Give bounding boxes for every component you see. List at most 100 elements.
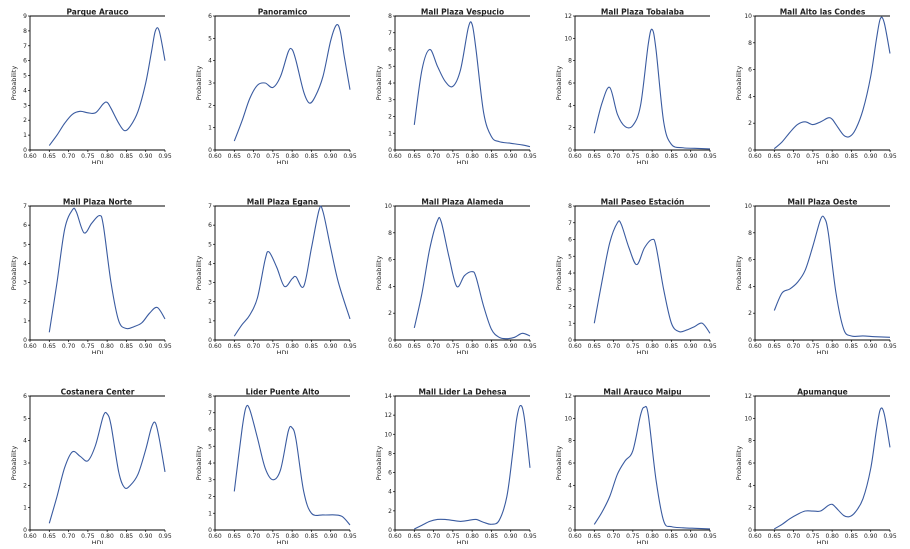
x-tick-label: 0.85: [665, 153, 679, 160]
x-tick-label: 0.85: [845, 343, 859, 350]
y-tick-label: 0: [388, 147, 392, 154]
x-tick-label: 0.65: [768, 343, 782, 350]
chart-title: Lider Puente Alto: [246, 388, 320, 397]
y-tick-label: 10: [564, 35, 572, 42]
density-curve: [413, 216, 531, 340]
x-tick-label: 0.70: [62, 343, 76, 350]
y-tick-label: 2: [23, 482, 27, 489]
y-tick-label: 6: [388, 47, 392, 54]
x-tick-label: 0.70: [787, 533, 801, 540]
y-tick-label: 0: [23, 337, 27, 344]
y-tick-label: 0: [568, 147, 572, 154]
y-tick-label: 3: [208, 477, 212, 484]
y-tick-label: 1: [23, 505, 27, 512]
y-tick-label: 0: [208, 147, 212, 154]
y-axis-label: Probability: [195, 446, 203, 481]
density-curve: [413, 21, 531, 148]
x-tick-label: 0.90: [139, 343, 153, 350]
x-tick-label: 0.80: [825, 153, 839, 160]
x-tick-label: 0.90: [504, 153, 518, 160]
x-tick-label: 0.75: [626, 343, 640, 350]
x-axis-label: HDI: [277, 539, 289, 544]
y-tick-label: 4: [208, 460, 212, 467]
x-axis-label: HDI: [92, 349, 104, 354]
x-tick-label: 0.70: [427, 153, 441, 160]
y-tick-label: 10: [384, 203, 392, 210]
y-tick-label: 10: [564, 415, 572, 422]
y-tick-label: 3: [568, 287, 572, 294]
density-curve: [233, 404, 351, 526]
x-axis-label: HDI: [637, 349, 649, 354]
x-tick-label: 0.70: [247, 153, 261, 160]
x-axis-label: HDI: [92, 539, 104, 544]
y-tick-label: 5: [388, 63, 392, 70]
x-tick-label: 0.65: [43, 153, 57, 160]
density-curve: [593, 28, 711, 150]
y-tick-label: 7: [568, 220, 572, 227]
chart-title: Mall Plaza Oeste: [787, 198, 857, 207]
x-tick-label: 0.95: [883, 343, 897, 350]
y-tick-label: 10: [744, 13, 752, 20]
y-axis-label: Probability: [10, 66, 18, 101]
x-tick-label: 0.70: [787, 343, 801, 350]
y-tick-label: 4: [568, 102, 572, 109]
y-tick-label: 0: [568, 527, 572, 534]
y-tick-label: 7: [388, 30, 392, 37]
density-curve: [48, 27, 166, 146]
x-tick-label: 0.60: [748, 533, 762, 540]
x-tick-label: 0.80: [645, 343, 659, 350]
y-tick-label: 7: [208, 203, 212, 210]
chart-panel: Mall Plaza Alameda 0 2 4 6 8 10 0.60 0.65 0.70 0.7…: [375, 198, 537, 354]
chart-panel: Mall Arauco Maipu 0 2 4 6 8 10 12 0.60 0.65 0.70 0.…: [555, 388, 717, 544]
y-tick-label: 3: [23, 460, 27, 467]
chart-title: Parque Arauco: [67, 8, 129, 17]
x-tick-label: 0.75: [266, 343, 280, 350]
y-tick-label: 2: [208, 299, 212, 306]
y-tick-label: 1: [208, 125, 212, 132]
x-tick-label: 0.60: [388, 343, 402, 350]
y-tick-label: 8: [388, 13, 392, 20]
x-tick-label: 0.60: [208, 153, 222, 160]
x-tick-label: 0.85: [485, 153, 499, 160]
x-tick-label: 0.90: [324, 533, 338, 540]
y-axis-label: Probability: [375, 256, 383, 291]
x-tick-label: 0.75: [266, 153, 280, 160]
y-tick-label: 6: [208, 427, 212, 434]
x-tick-label: 0.70: [247, 533, 261, 540]
y-tick-label: 1: [388, 130, 392, 137]
x-tick-label: 0.80: [285, 533, 299, 540]
y-tick-label: 8: [748, 230, 752, 237]
x-tick-label: 0.65: [228, 533, 242, 540]
y-tick-label: 4: [23, 260, 27, 267]
y-tick-label: 4: [388, 489, 392, 496]
x-tick-label: 0.60: [388, 153, 402, 160]
x-tick-label: 0.65: [768, 533, 782, 540]
y-tick-label: 3: [23, 280, 27, 287]
x-tick-label: 0.95: [703, 533, 717, 540]
y-tick-label: 10: [384, 431, 392, 438]
y-tick-label: 1: [23, 318, 27, 325]
y-tick-label: 6: [23, 58, 27, 65]
x-tick-label: 0.65: [768, 153, 782, 160]
x-tick-label: 0.75: [446, 343, 460, 350]
y-tick-label: 4: [748, 93, 752, 100]
y-tick-label: 6: [748, 257, 752, 264]
chart-panel: Lider Puente Alto 0 1 2 3 4 5 6 7 8 0.60 0.65 0.70 0.…: [195, 388, 357, 544]
chart-panel: Apumanque 0 2 4 6 8 10 12 0.60 0.65 0.70 0.75 0.80 0.…: [735, 388, 897, 544]
x-tick-label: 0.95: [343, 533, 357, 540]
x-tick-label: 0.95: [158, 533, 172, 540]
y-tick-label: 0: [388, 337, 392, 344]
x-tick-label: 0.75: [806, 533, 820, 540]
x-tick-label: 0.85: [665, 533, 679, 540]
x-tick-label: 0.70: [427, 533, 441, 540]
chart-panel: Mall Plaza Norte 0 1 2 3 4 5 6 7 0.60 0.65 0.70 0.75…: [10, 198, 172, 354]
x-tick-label: 0.80: [465, 343, 479, 350]
y-tick-label: 8: [568, 438, 572, 445]
x-tick-label: 0.95: [883, 153, 897, 160]
y-tick-label: 2: [748, 120, 752, 127]
y-axis-label: Probability: [735, 446, 743, 481]
chart-panel: Parque Arauco 0 1 2 3 4 5 6 7 8 9 0.60 0.65 0.70 0.75 0…: [10, 8, 172, 164]
y-axis-label: Probability: [195, 66, 203, 101]
x-tick-label: 0.60: [568, 343, 582, 350]
y-tick-label: 8: [208, 393, 212, 400]
